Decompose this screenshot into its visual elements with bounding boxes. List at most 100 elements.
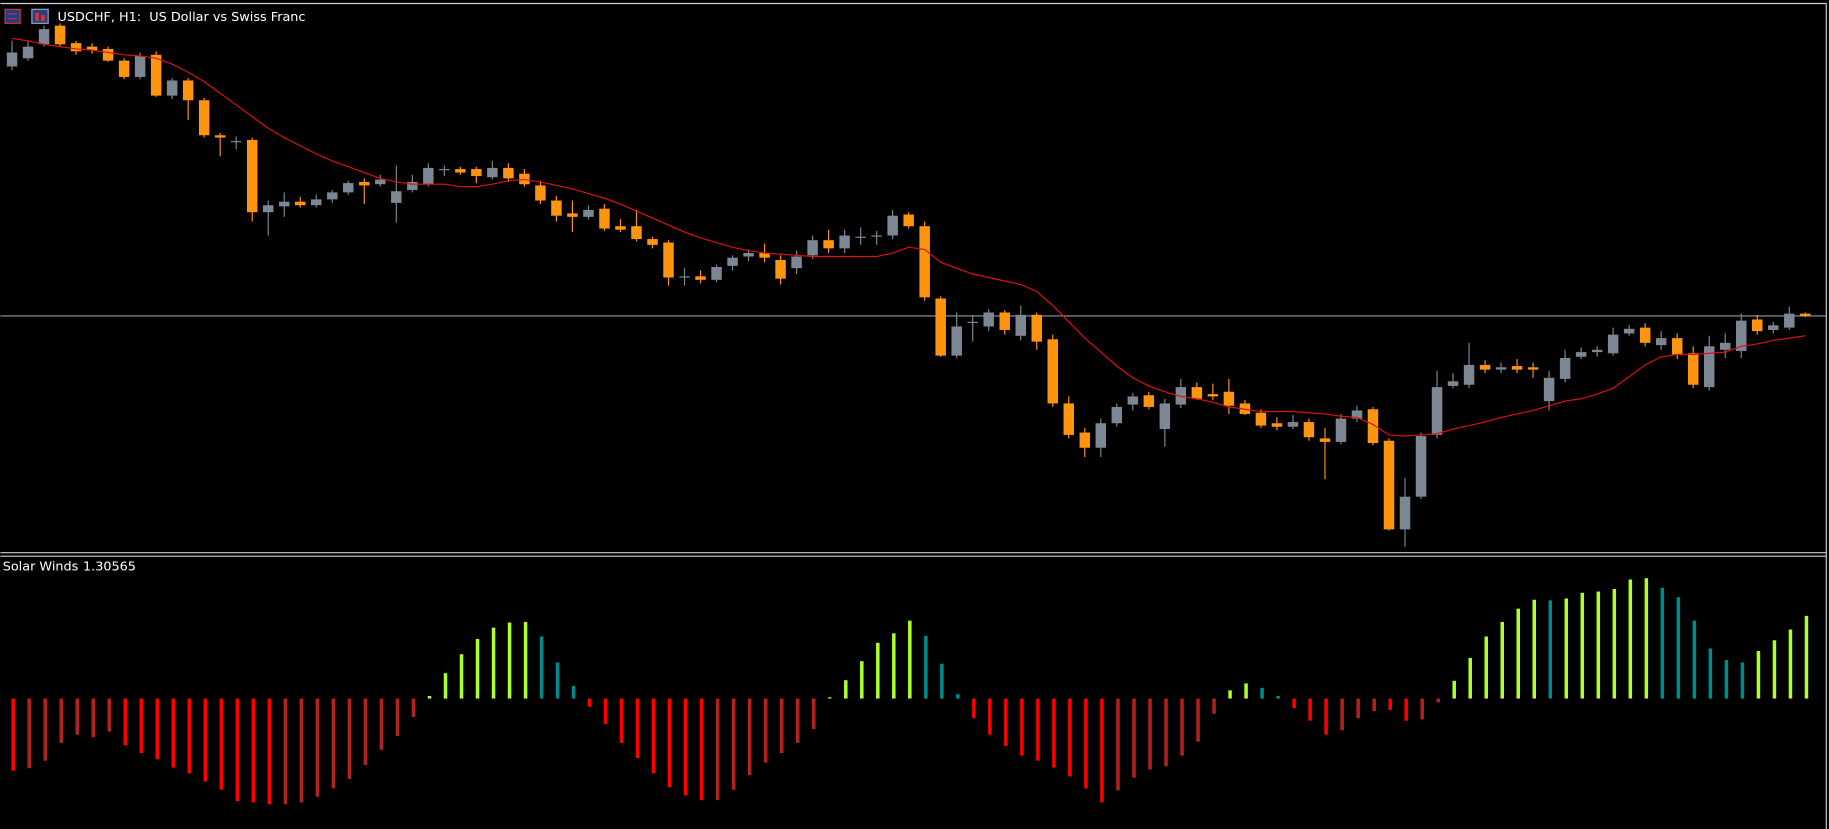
histogram-bar — [155, 698, 160, 760]
icon-bar — [41, 15, 45, 21]
histogram-bar — [1628, 579, 1633, 699]
plot — [0, 23, 1827, 805]
icon[interactable] — [31, 8, 49, 24]
histogram-bar — [1676, 597, 1681, 699]
histogram-bar — [123, 698, 128, 746]
histogram-bar — [1228, 690, 1232, 699]
candle-body — [38, 29, 50, 45]
histogram-bar — [1372, 698, 1376, 712]
histogram-bar — [1036, 698, 1040, 761]
candle-body — [6, 52, 18, 67]
histogram-bar — [475, 639, 480, 699]
histogram-bar — [763, 698, 768, 763]
histogram-bar — [1484, 636, 1488, 699]
histogram-bar — [507, 622, 512, 699]
histogram-bar — [43, 698, 47, 761]
candle-body — [1575, 352, 1587, 357]
candle-body — [1271, 423, 1283, 427]
histogram-bar — [283, 698, 288, 805]
histogram-bar — [1500, 621, 1504, 699]
histogram-bar — [1324, 698, 1328, 735]
histogram-bar — [635, 698, 640, 759]
candle-body — [775, 260, 786, 279]
histogram-bar — [1212, 698, 1216, 714]
histogram-bar — [715, 698, 720, 800]
histogram-bar — [1116, 698, 1120, 791]
candle-body — [1431, 387, 1443, 435]
candle-body — [1768, 325, 1779, 330]
histogram-bar — [876, 642, 880, 699]
histogram-bar — [651, 698, 656, 774]
histogram-bar — [1244, 683, 1248, 699]
histogram-bar — [1452, 680, 1456, 699]
candle-body — [855, 236, 866, 238]
candle-body — [1607, 334, 1619, 354]
candle-body — [487, 167, 498, 178]
candle-body — [455, 169, 466, 173]
candle-body — [1447, 381, 1459, 386]
histogram-bar — [1084, 698, 1088, 789]
histogram-bar — [491, 627, 496, 699]
candle-body — [1207, 394, 1219, 397]
histogram-bar — [779, 698, 784, 754]
candle-body — [1287, 422, 1299, 427]
candle-body — [1559, 357, 1571, 379]
indicator-name: Solar Winds — [3, 559, 79, 574]
histogram-bar — [1564, 598, 1569, 699]
candle-body — [1655, 338, 1667, 346]
candle-body — [727, 257, 738, 266]
toolbar-icons[interactable] — [4, 8, 49, 24]
candle-body — [1671, 338, 1683, 355]
candle-body — [1784, 313, 1795, 328]
histogram-bar — [1068, 698, 1072, 777]
histogram-bar — [1340, 698, 1344, 731]
histogram-bar — [1148, 698, 1152, 770]
candle-body — [615, 226, 626, 230]
candle-body — [214, 135, 226, 138]
histogram-bar — [1612, 588, 1617, 699]
candle-body — [1719, 342, 1731, 350]
histogram-bar — [1580, 592, 1585, 699]
histogram-bar — [1740, 662, 1745, 699]
histogram-bar — [1724, 659, 1729, 699]
histogram-bar — [523, 621, 528, 699]
candle-body — [631, 226, 642, 240]
icon[interactable] — [4, 8, 21, 24]
candle-body — [1031, 314, 1043, 342]
candle-body — [1399, 496, 1411, 530]
candle-body — [1191, 387, 1203, 399]
candle-body — [647, 239, 658, 245]
histogram-bar — [1660, 587, 1665, 699]
candle-body — [1303, 422, 1315, 438]
histogram-bar — [459, 654, 464, 699]
candle-body — [1351, 410, 1363, 419]
candle-body — [471, 169, 482, 177]
candle-body — [807, 240, 818, 256]
candle-body — [198, 100, 210, 136]
histogram-bar — [1596, 591, 1601, 699]
candle-body — [1223, 391, 1235, 406]
candle-body — [1639, 327, 1651, 343]
candle-body — [567, 213, 578, 217]
candle-body — [1063, 403, 1075, 435]
candle-body — [102, 48, 114, 61]
histogram-bar — [139, 698, 144, 754]
candle-body — [246, 139, 258, 213]
histogram-bar — [924, 635, 928, 699]
histogram-bar — [571, 685, 576, 699]
candle-body — [935, 298, 946, 356]
histogram-bar — [315, 698, 320, 797]
histogram-bar — [908, 620, 912, 699]
histogram-bar — [1308, 698, 1312, 721]
histogram-bar — [603, 698, 608, 724]
candle-body — [695, 276, 706, 280]
histogram-bar — [1052, 698, 1056, 768]
candle-body — [1736, 320, 1747, 351]
histogram-bar — [11, 698, 15, 771]
candle-body — [1335, 418, 1347, 442]
symbol-title: USDCHF, H1: US Dollar vs Swiss Franc — [58, 10, 306, 25]
candle-body — [1511, 366, 1523, 370]
histogram-bar — [187, 698, 192, 774]
candle-body — [1255, 412, 1267, 426]
